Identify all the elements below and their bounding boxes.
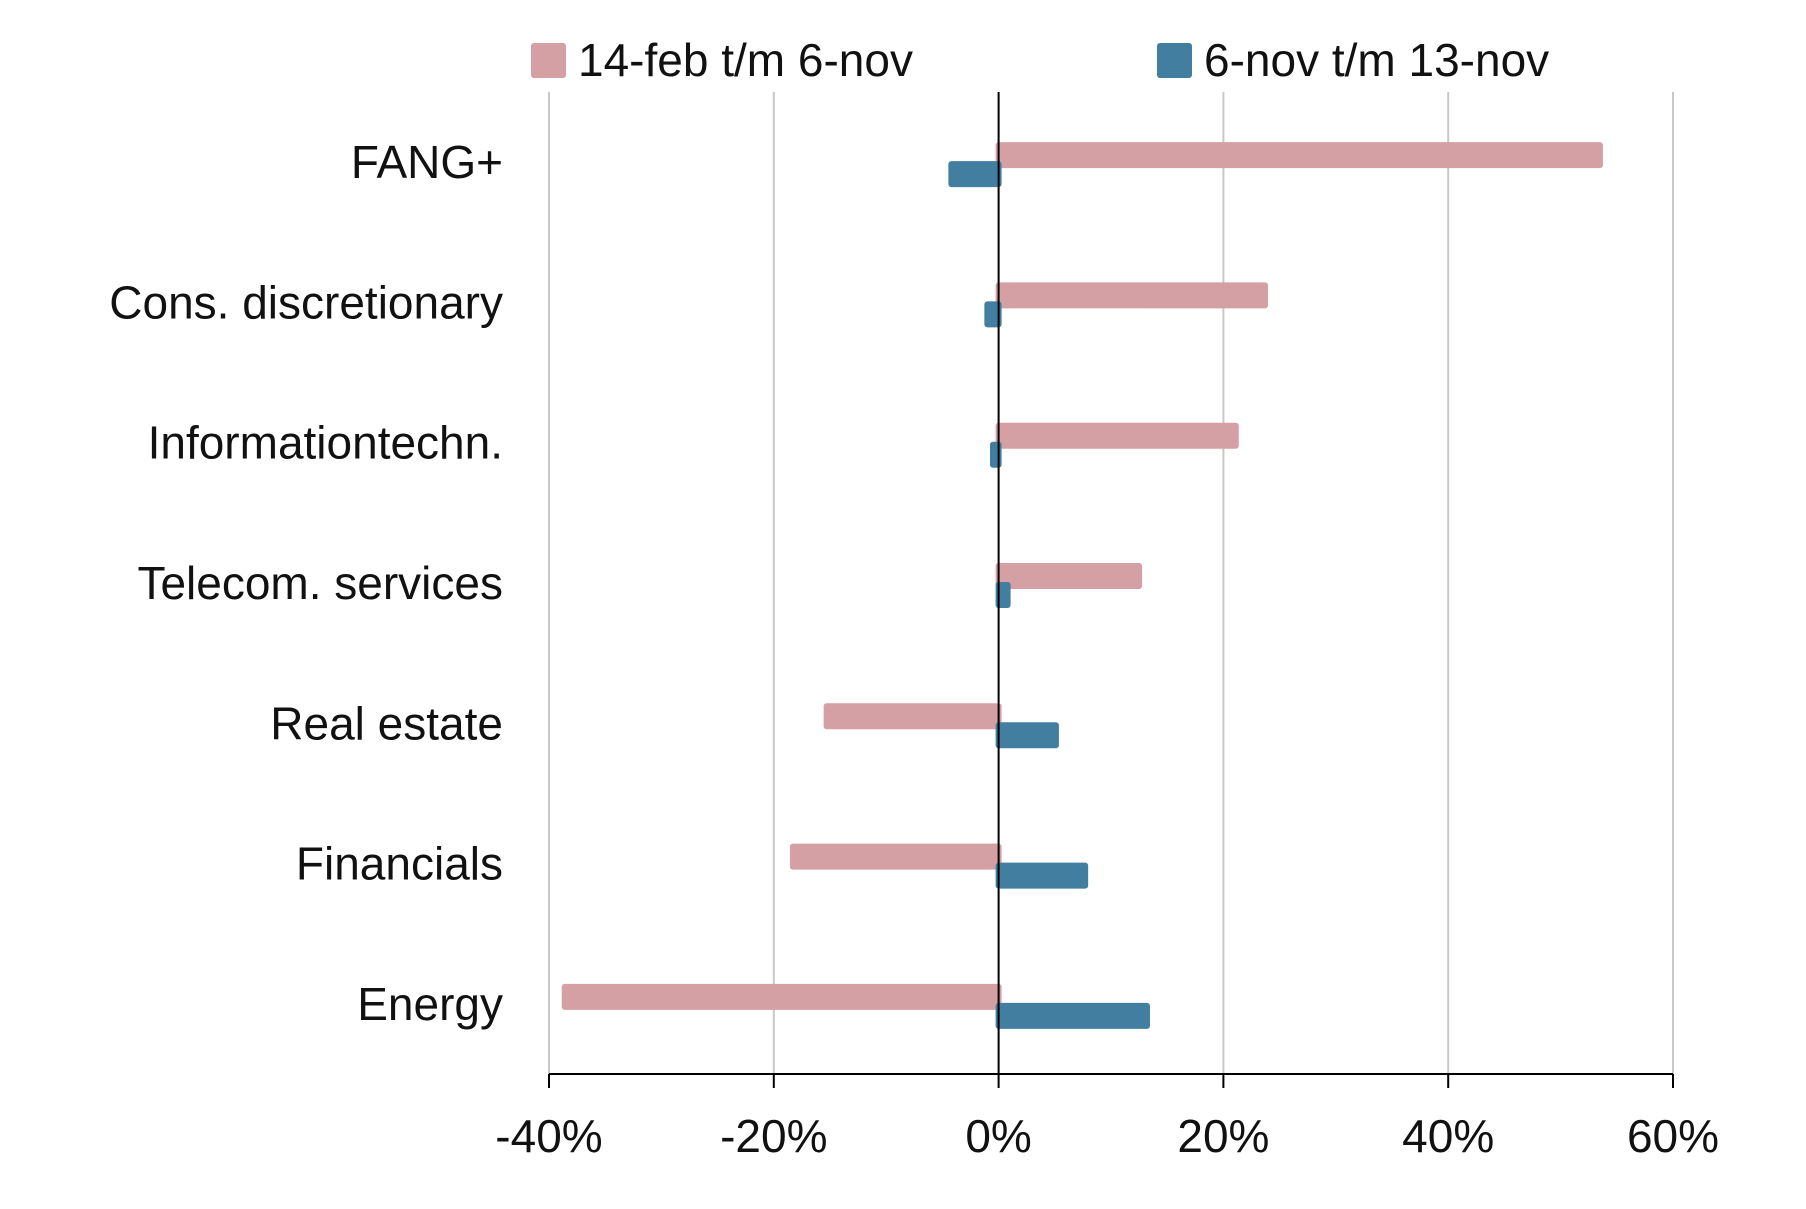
bar-series2 — [948, 161, 1002, 188]
bar-series1 — [823, 703, 1002, 730]
bar-series1 — [561, 983, 1002, 1010]
bar-series1 — [789, 843, 1002, 870]
category-label: Real estate — [270, 697, 503, 749]
category-label: Cons. discretionary — [109, 276, 503, 328]
legend-swatch — [531, 43, 566, 78]
axes — [548, 92, 1674, 1088]
bar-series2 — [984, 301, 1002, 328]
x-tick-label: 60% — [1627, 1110, 1719, 1162]
legend-label: 14-feb t/m 6-nov — [578, 34, 913, 86]
category-label: Telecom. services — [137, 557, 503, 609]
x-tick-label: -40% — [495, 1110, 602, 1162]
bars — [561, 142, 1603, 1029]
bar-series1 — [995, 142, 1603, 169]
bar-series1 — [995, 282, 1268, 309]
x-tick-label: 20% — [1177, 1110, 1269, 1162]
bar-series2 — [995, 1002, 1150, 1029]
bar-series1 — [995, 422, 1239, 449]
x-tick-labels: -40% -20% 0% 20% 40% 60% — [495, 1110, 1719, 1162]
bar-series2 — [989, 441, 1002, 468]
x-tick-label: 40% — [1402, 1110, 1494, 1162]
x-tick-label: -20% — [720, 1110, 827, 1162]
legend: 14-feb t/m 6-nov 6-nov t/m 13-nov — [531, 34, 1549, 86]
category-label: FANG+ — [351, 136, 503, 188]
bar-series1 — [995, 563, 1143, 589]
bar-series2 — [995, 862, 1089, 889]
gridlines — [548, 92, 1674, 1074]
category-label: Informationtechn. — [148, 417, 503, 469]
legend-label: 6-nov t/m 13-nov — [1204, 34, 1549, 86]
legend-swatch — [1157, 43, 1192, 78]
x-tick-label: 0% — [965, 1110, 1031, 1162]
bar-series2 — [995, 722, 1059, 749]
category-label: Energy — [357, 978, 503, 1030]
category-label: Financials — [296, 838, 503, 890]
category-labels: FANG+ Cons. discretionary Informationtechn… — [109, 136, 503, 1030]
